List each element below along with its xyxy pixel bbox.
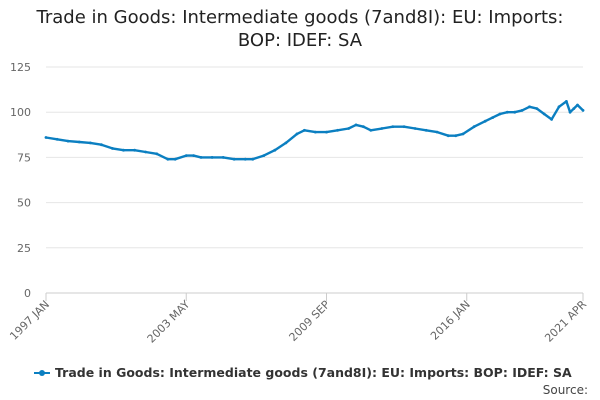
y-tick-label-4: 100 <box>10 106 31 119</box>
y-axis: 0 25 50 75 100 125 <box>10 61 31 300</box>
data-point-0-38 <box>435 130 439 134</box>
data-point-0-52 <box>550 118 553 121</box>
data-point-0-41 <box>461 132 465 136</box>
data-point-0-12 <box>173 157 177 161</box>
data-point-0-46 <box>505 110 509 114</box>
chart-title-line-1: Trade in Goods: Intermediate goods (7and… <box>36 7 564 28</box>
data-point-0-27 <box>325 130 328 134</box>
x-tick-label-0: 1997 JAN <box>7 298 52 343</box>
data-point-0-6 <box>111 147 114 150</box>
data-point-0-53 <box>557 105 561 109</box>
data-point-0-31 <box>362 125 365 129</box>
data-point-0-50 <box>535 107 539 110</box>
data-point-0-51 <box>542 112 546 116</box>
data-point-0-45 <box>498 112 502 116</box>
data-point-0-32 <box>369 128 373 132</box>
data-point-0-29 <box>347 127 350 130</box>
y-tick-label-0: 0 <box>24 287 31 300</box>
y-tick-label-2: 50 <box>17 197 31 210</box>
data-point-0-26 <box>314 130 317 134</box>
legend-swatch <box>34 369 50 376</box>
data-point-0-14 <box>192 154 196 158</box>
data-point-0-16 <box>210 156 214 159</box>
data-point-0-48 <box>520 109 524 112</box>
data-point-0-28 <box>336 128 339 132</box>
data-point-0-37 <box>424 128 428 132</box>
data-point-0-43 <box>483 119 487 123</box>
data-point-0-9 <box>144 150 148 154</box>
source-label: Source: <box>542 383 588 397</box>
data-point-0-1 <box>55 137 59 141</box>
data-point-0-13 <box>184 154 188 158</box>
data-point-0-19 <box>243 157 247 161</box>
data-point-0-15 <box>199 156 203 159</box>
y-tick-label-5: 125 <box>10 61 31 74</box>
x-tick-label-1: 2003 MAY <box>145 298 193 346</box>
data-point-0-36 <box>413 127 417 130</box>
legend[interactable]: Trade in Goods: Intermediate goods (7and… <box>34 365 572 380</box>
data-point-0-20 <box>251 157 255 161</box>
chart-title: Trade in Goods: Intermediate goods (7and… <box>0 6 600 52</box>
data-point-0-24 <box>295 132 299 136</box>
chart-title-line-2: BOP: IDEF: SA <box>237 30 363 51</box>
gridlines <box>46 66 583 249</box>
series-layer <box>44 100 585 161</box>
data-point-0-10 <box>155 152 159 156</box>
legend-label: Trade in Goods: Intermediate goods (7and… <box>55 365 572 380</box>
data-point-0-3 <box>77 140 81 144</box>
data-point-0-2 <box>66 139 70 143</box>
data-point-0-17 <box>221 156 225 159</box>
data-point-0-40 <box>454 134 458 138</box>
data-point-0-22 <box>273 148 277 152</box>
data-point-0-54 <box>565 100 568 103</box>
data-point-0-21 <box>262 154 266 158</box>
data-point-0-5 <box>100 143 103 147</box>
data-point-0-42 <box>472 125 476 129</box>
data-point-0-44 <box>491 116 494 119</box>
data-point-0-35 <box>402 125 406 129</box>
data-point-0-0 <box>44 136 48 139</box>
data-point-0-23 <box>284 141 288 145</box>
data-point-0-30 <box>354 123 358 127</box>
data-point-0-34 <box>391 125 395 129</box>
x-tick-label-2: 2009 SEP <box>287 298 333 344</box>
y-tick-label-3: 75 <box>17 151 31 164</box>
data-point-0-25 <box>303 128 306 132</box>
data-point-0-11 <box>166 157 170 161</box>
data-point-0-39 <box>446 134 450 138</box>
data-point-0-47 <box>513 110 517 114</box>
y-tick-label-1: 25 <box>17 242 31 255</box>
data-point-0-4 <box>88 141 92 145</box>
data-point-0-8 <box>133 148 137 152</box>
data-point-0-57 <box>576 103 579 107</box>
x-tick-label-3: 2016 JAN <box>428 298 473 343</box>
data-point-0-49 <box>528 105 531 109</box>
data-point-0-56 <box>572 107 576 110</box>
data-point-0-58 <box>581 109 585 112</box>
data-point-0-7 <box>122 148 125 152</box>
series-line-0 <box>44 100 585 161</box>
x-tick-label-4: 2021 APR <box>542 298 589 345</box>
data-point-0-33 <box>380 127 384 130</box>
data-point-0-18 <box>232 157 236 161</box>
x-axis: 1997 JAN 2003 MAY 2009 SEP 2016 JAN 2021 APR <box>7 292 589 346</box>
data-point-0-55 <box>568 110 572 114</box>
